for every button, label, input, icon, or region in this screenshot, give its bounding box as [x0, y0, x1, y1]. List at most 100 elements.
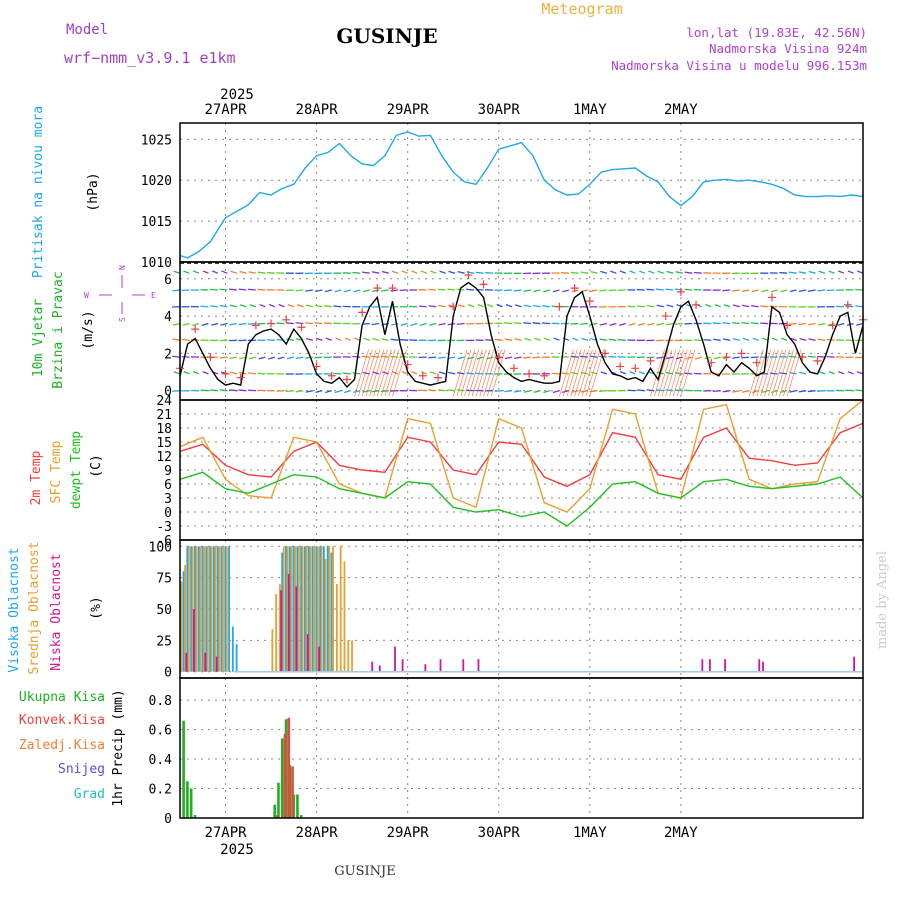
- cloud-low-bar: [724, 659, 726, 672]
- wind-arrow: [497, 305, 503, 307]
- wind-arrow: [524, 305, 531, 307]
- wind-arrow: [182, 357, 190, 358]
- wind-arrow: [554, 338, 560, 340]
- wind-arrow: [523, 323, 531, 324]
- wind-arrow: [647, 306, 654, 307]
- y-tick-label: 25: [156, 634, 172, 649]
- wind-gust-marker: [252, 321, 260, 329]
- cloud-high-bar: [232, 627, 234, 672]
- location-coords: lon,lat (19.83E, 42.56N): [686, 25, 867, 40]
- day-label-bottom: 28APR: [296, 825, 339, 841]
- wind-arrow: [817, 391, 825, 392]
- wind-arrow: [732, 357, 739, 358]
- wind-arrow: [258, 272, 266, 273]
- wind-arrow: [799, 372, 806, 374]
- wind-arrow: [439, 372, 446, 374]
- wind-arrow: [857, 271, 863, 273]
- wind-arrow: [362, 356, 370, 357]
- temp-2m-line: [180, 423, 863, 486]
- credit-watermark: made by Angel: [875, 551, 890, 649]
- wind-arrow: [713, 339, 721, 340]
- wind-arrow: [675, 289, 683, 290]
- wind-arrow: [286, 391, 294, 392]
- wind-arrow: [305, 290, 312, 291]
- wind-hatch: [453, 350, 467, 397]
- wind-arrow: [279, 305, 285, 307]
- cloud-mid-bar: [271, 629, 273, 672]
- wind-arrow: [553, 391, 560, 393]
- wind-arrow: [172, 356, 180, 357]
- wind-arrow: [619, 324, 626, 326]
- wind-arrow: [504, 323, 512, 324]
- panel-frame: [180, 400, 863, 540]
- wind-arrow: [419, 390, 427, 391]
- wind-arrow: [515, 305, 521, 307]
- day-label-bottom: 29APR: [387, 825, 430, 841]
- wind-arrow: [505, 339, 512, 340]
- wind-arrow: [193, 372, 199, 374]
- wind-arrow: [827, 290, 835, 291]
- wind-arrow: [808, 290, 815, 291]
- cloud-low-bar: [853, 657, 855, 672]
- temp-sfc-line: [180, 400, 863, 512]
- wind-arrow: [382, 271, 389, 273]
- wind-arrow: [742, 305, 749, 307]
- wind-arrow: [829, 372, 835, 374]
- wind-arrow: [741, 357, 749, 358]
- wind-line1-label: 10m Vjetar: [31, 299, 46, 377]
- wind-arrow: [268, 357, 275, 359]
- cloud-low-bar: [701, 659, 703, 672]
- wind-arrow: [610, 324, 617, 326]
- wind-arrow: [505, 357, 512, 359]
- wind-arrow: [401, 324, 408, 326]
- wind-arrow: [601, 372, 607, 374]
- wind-arrow: [458, 357, 465, 359]
- cloud-low-bar: [318, 647, 320, 672]
- cloud-mid-bar: [309, 546, 311, 671]
- wind-arrow: [722, 290, 730, 291]
- wind-arrow: [855, 357, 863, 358]
- wind-arrow: [789, 272, 797, 273]
- cloud-high-bar: [183, 571, 185, 671]
- wind-gust-marker: [586, 297, 594, 305]
- wind-arrow: [630, 271, 636, 273]
- precip-conv-label: Konvek.Kisa: [19, 713, 105, 728]
- panel-frame: [180, 123, 863, 262]
- wind-arrow: [447, 390, 455, 391]
- wind-arrow: [184, 372, 190, 374]
- wind-arrow: [741, 323, 749, 324]
- wind-hatch: [753, 350, 767, 397]
- wind-arrow: [468, 305, 474, 307]
- cloud-low-bar: [709, 659, 711, 672]
- wind-arrow: [742, 391, 749, 393]
- wind-arrow: [314, 357, 322, 358]
- precip-total-bar: [186, 781, 189, 818]
- wind-arrow: [344, 391, 351, 393]
- cloud-mid-bar: [226, 546, 228, 671]
- wind-arrow: [733, 339, 740, 341]
- y-tick-label: 0.6: [149, 724, 172, 739]
- wind-arrow: [600, 271, 607, 273]
- wind-gust-marker: [738, 349, 746, 357]
- precip-conv-bar: [287, 718, 290, 818]
- wind-arrow: [421, 271, 427, 273]
- cloud-high-bar: [221, 546, 223, 671]
- wind-gust-marker: [297, 323, 305, 331]
- day-label-top: 30APR: [478, 102, 521, 118]
- wind-arrow: [362, 272, 370, 273]
- wind-arrow: [846, 390, 854, 391]
- wind-arrow: [818, 324, 825, 326]
- wind-arrow: [402, 271, 408, 273]
- wind-arrow: [240, 272, 247, 274]
- wind-arrow: [220, 289, 228, 290]
- cloud-unit-label: (%): [89, 596, 104, 619]
- wind-arrow: [723, 339, 730, 340]
- wind-arrow: [210, 306, 218, 307]
- wind-arrow: [229, 390, 237, 391]
- wind-arrow: [457, 324, 465, 325]
- wind-arrow: [495, 391, 503, 392]
- wind-arrow: [534, 338, 540, 340]
- wind-arrow: [706, 305, 712, 307]
- wind-arrow: [609, 290, 617, 291]
- y-tick-label: 24: [156, 394, 172, 409]
